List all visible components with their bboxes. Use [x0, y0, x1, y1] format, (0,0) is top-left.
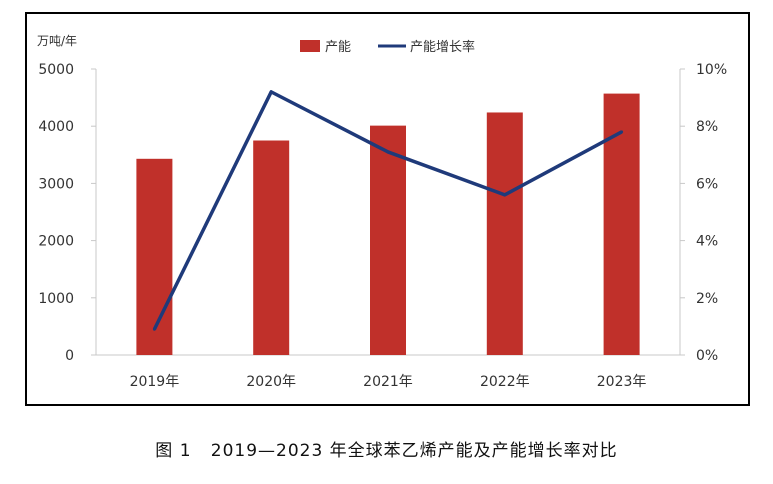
bar	[370, 125, 406, 356]
figure-caption: 图 1 2019—2023 年全球苯乙烯产能及产能增长率对比	[0, 436, 773, 461]
bar	[253, 140, 290, 355]
right-axis-ticks: 0% 2% 4% 6% 8% 10%	[680, 62, 727, 364]
right-tick-label: 4%	[696, 234, 718, 250]
line-point	[620, 130, 624, 134]
right-tick-label: 6%	[696, 176, 718, 192]
right-tick-label: 8%	[696, 119, 718, 135]
left-tick-label: 2000	[38, 234, 74, 250]
x-tick-label: 2019年	[130, 374, 180, 390]
left-tick-label: 5000	[38, 62, 74, 78]
x-tick-label: 2022年	[480, 374, 530, 390]
bar	[486, 112, 523, 355]
line-point	[269, 90, 273, 94]
right-tick-label: 10%	[696, 62, 727, 78]
line-point	[152, 327, 156, 331]
bar-series	[136, 93, 640, 356]
left-tick-label: 4000	[38, 119, 74, 135]
line-point	[503, 193, 507, 197]
legend-label-line: 产能增长率	[410, 39, 475, 55]
figure-title: 2019—2023 年全球苯乙烯产能及产能增长率对比	[210, 441, 618, 461]
bar	[136, 158, 173, 355]
x-tick-label: 2021年	[363, 374, 413, 390]
right-tick-label: 0%	[696, 348, 718, 364]
left-tick-label: 1000	[38, 291, 74, 307]
line-point	[386, 150, 390, 154]
figure-gap	[192, 441, 211, 461]
left-axis-ticks: 0 1000 2000 3000 4000 5000	[38, 62, 96, 364]
left-tick-label: 3000	[38, 176, 74, 192]
right-tick-label: 2%	[696, 291, 718, 307]
x-tick-label: 2023年	[597, 374, 647, 390]
legend-swatch-bar	[300, 40, 320, 52]
line-series	[152, 90, 624, 331]
x-tick-label: 2020年	[246, 374, 296, 390]
left-axis-unit: 万吨/年	[37, 34, 77, 48]
left-tick-label: 0	[65, 348, 74, 364]
figure-label: 图 1	[155, 441, 192, 461]
x-axis-labels: 2019年 2020年 2021年 2022年 2023年	[130, 374, 647, 390]
chart-legend: 产能 产能增长率	[300, 39, 475, 55]
legend-label-bar: 产能	[325, 40, 351, 55]
chart-canvas: 万吨/年 产能 产能增长率 0 1000 2000 3000 4000 5000 0% 2%…	[37, 34, 727, 390]
